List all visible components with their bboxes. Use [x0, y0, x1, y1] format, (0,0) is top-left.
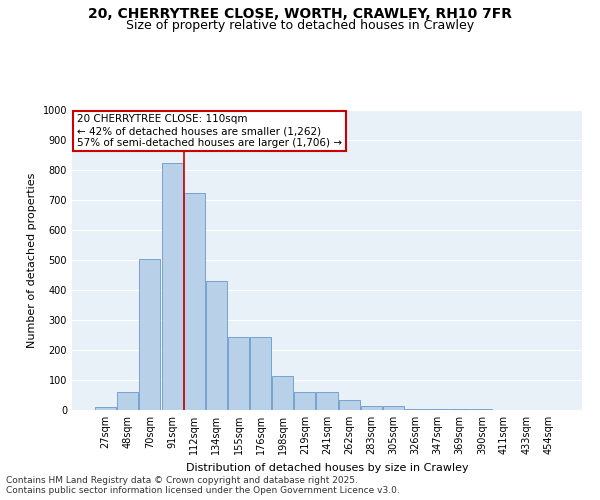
Bar: [427, 408, 448, 410]
Bar: [161, 162, 182, 410]
Bar: [338, 400, 359, 410]
Text: 20, CHERRYTREE CLOSE, WORTH, CRAWLEY, RH10 7FR: 20, CHERRYTREE CLOSE, WORTH, CRAWLEY, RH…: [88, 8, 512, 22]
Bar: [95, 407, 116, 410]
Bar: [316, 392, 338, 410]
Text: 20 CHERRYTREE CLOSE: 110sqm
← 42% of detached houses are smaller (1,262)
57% of : 20 CHERRYTREE CLOSE: 110sqm ← 42% of det…: [77, 114, 342, 148]
Bar: [250, 336, 271, 410]
Bar: [228, 336, 249, 410]
Bar: [361, 406, 382, 410]
Y-axis label: Number of detached properties: Number of detached properties: [27, 172, 37, 348]
Text: Size of property relative to detached houses in Crawley: Size of property relative to detached ho…: [126, 19, 474, 32]
Bar: [139, 258, 160, 410]
Bar: [383, 406, 404, 410]
X-axis label: Distribution of detached houses by size in Crawley: Distribution of detached houses by size …: [185, 462, 469, 472]
Bar: [184, 192, 205, 410]
Bar: [295, 392, 316, 410]
Bar: [118, 392, 139, 410]
Text: Contains HM Land Registry data © Crown copyright and database right 2025.
Contai: Contains HM Land Registry data © Crown c…: [6, 476, 400, 495]
Bar: [405, 408, 426, 410]
Bar: [272, 376, 293, 410]
Bar: [206, 281, 227, 410]
